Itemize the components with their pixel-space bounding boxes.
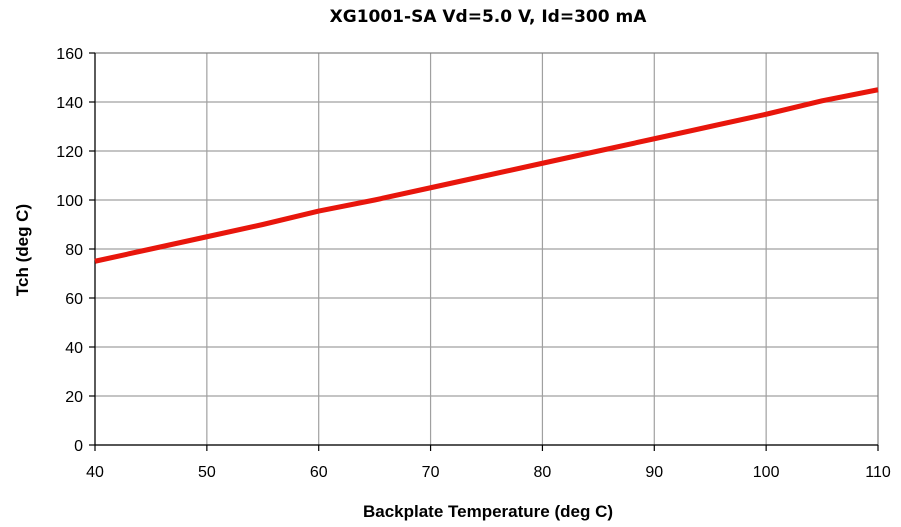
series-line-0 (94, 87, 879, 264)
x-tick-label: 90 (645, 464, 663, 481)
x-tick-label: 40 (86, 464, 104, 481)
y-tick-label: 120 (56, 144, 83, 161)
y-tick-label: 160 (56, 46, 83, 63)
x-tick-label: 50 (198, 464, 216, 481)
x-tick-label: 80 (534, 464, 552, 481)
y-axis-label: Tch (deg C) (13, 204, 32, 296)
x-axis-label: Backplate Temperature (deg C) (363, 502, 613, 521)
y-tick-label: 40 (65, 340, 83, 357)
y-tick-label: 100 (56, 193, 83, 210)
y-tick-label: 20 (65, 389, 83, 406)
grid (95, 53, 878, 445)
y-tick-label: 140 (56, 95, 83, 112)
x-tick-label: 60 (310, 464, 328, 481)
y-tick-label: 80 (65, 242, 83, 259)
series-layer (94, 87, 879, 264)
x-tick-label: 70 (422, 464, 440, 481)
x-tick-label: 100 (753, 464, 780, 481)
ticks: 40 50 60 70 80 90 100 110 0 20 40 60 80 100 120 140 160 (56, 46, 891, 481)
x-tick-label: 110 (865, 464, 891, 481)
y-tick-label: 60 (65, 291, 83, 308)
chart-title: XG1001-SA Vd=5.0 V, Id=300 mA (330, 7, 648, 27)
y-tick-label: 0 (74, 438, 83, 455)
